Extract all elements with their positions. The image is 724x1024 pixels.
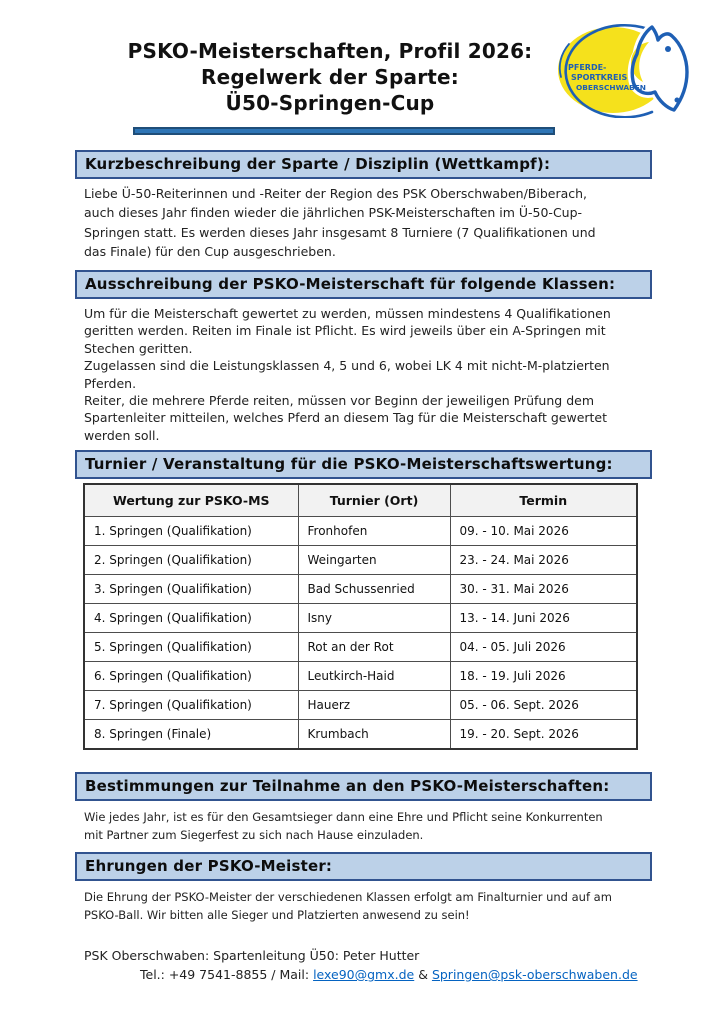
paragraph-line: PSKO-Ball. Wir bitten alle Sieger und Pl… xyxy=(84,908,470,922)
table-row: 7. Springen (Qualifikation) Hauerz 05. -… xyxy=(83,690,638,720)
footer-tel-mail-label: Tel.: +49 7541-8855 / Mail: xyxy=(140,967,314,982)
paragraph-line: werden soll. xyxy=(84,427,160,443)
paragraph-line: Um für die Meisterschaft gewertet zu wer… xyxy=(84,306,611,321)
paragraph-line: Reiter, die mehrere Pferde reiten, müsse… xyxy=(84,393,594,409)
table-cell: Weingarten xyxy=(297,545,451,575)
section-heading-text: Ausschreibung der PSKO-Meisterschaft für… xyxy=(85,275,616,293)
section-heading-kurzbeschreibung: Kurzbeschreibung der Sparte / Disziplin … xyxy=(75,150,652,179)
paragraph-ausschreibung: Um für die Meisterschaft gewertet zu wer… xyxy=(84,305,611,444)
table-cell: 04. - 05. Juli 2026 xyxy=(449,632,638,662)
table-cell: 1. Springen (Qualifikation) xyxy=(83,516,299,546)
table-cell: 5. Springen (Qualifikation) xyxy=(83,632,299,662)
table-cell: 6. Springen (Qualifikation) xyxy=(83,661,299,691)
section-heading-turniere: Turnier / Veranstaltung für die PSKO-Mei… xyxy=(75,450,652,479)
section-heading-bestimmungen: Bestimmungen zur Teilnahme an den PSKO-M… xyxy=(75,772,652,801)
table-cell: 13. - 14. Juni 2026 xyxy=(449,603,638,633)
table-row: 8. Springen (Finale) Krumbach 19. - 20. … xyxy=(83,719,638,750)
table-cell: 4. Springen (Qualifikation) xyxy=(83,603,299,633)
table-cell: Bad Schussenried xyxy=(297,574,451,604)
psko-horse-logo-icon: PFERDE- SPORTKREIS OBERSCHWABEN xyxy=(558,22,692,118)
email-link-springen[interactable]: Springen@psk-oberschwaben.de xyxy=(431,967,638,982)
table-cell: 09. - 10. Mai 2026 xyxy=(449,516,638,546)
col-header-turnier-ort: Turnier (Ort) xyxy=(297,483,451,517)
section-heading-text: Bestimmungen zur Teilnahme an den PSKO-M… xyxy=(85,777,610,795)
table-row: 3. Springen (Qualifikation) Bad Schussen… xyxy=(83,574,638,604)
col-header-termin: Termin xyxy=(449,483,638,517)
horse-mane xyxy=(631,42,649,82)
section-heading-text: Kurzbeschreibung der Sparte / Disziplin … xyxy=(85,155,551,173)
logo-outer-arc xyxy=(564,23,654,118)
section-heading-text: Turnier / Veranstaltung für die PSKO-Mei… xyxy=(85,455,613,473)
title-underline-rule xyxy=(133,127,555,135)
table-cell: Fronhofen xyxy=(297,516,451,546)
logo-text-line-1: PFERDE- xyxy=(568,63,606,72)
logo-text-line-3: OBERSCHWABEN xyxy=(576,83,646,92)
paragraph-line: Wie jedes Jahr, ist es für den Gesamtsie… xyxy=(84,810,603,824)
table-cell: 18. - 19. Juli 2026 xyxy=(449,661,638,691)
table-cell: 3. Springen (Qualifikation) xyxy=(83,574,299,604)
logo-inner-arc xyxy=(558,43,570,78)
title-line-3: Ü50-Springen-Cup xyxy=(225,91,435,115)
table-cell: Isny xyxy=(297,603,451,633)
footer-contact-line1: PSK Oberschwaben: Spartenleitung Ü50: Pe… xyxy=(84,948,420,963)
section-heading-text: Ehrungen der PSKO-Meister: xyxy=(85,857,333,875)
table-cell: 30. - 31. Mai 2026 xyxy=(449,574,638,604)
table-cell: 7. Springen (Qualifikation) xyxy=(83,690,299,720)
turnier-table: Wertung zur PSKO-MS Turnier (Ort) Termin… xyxy=(83,483,638,750)
paragraph-line: Stechen geritten. xyxy=(84,340,193,356)
title-line-2: Regelwerk der Sparte: xyxy=(201,65,459,89)
table-cell: 19. - 20. Sept. 2026 xyxy=(449,719,638,750)
table-header-row: Wertung zur PSKO-MS Turnier (Ort) Termin xyxy=(83,483,638,517)
table-row: 1. Springen (Qualifikation) Fronhofen 09… xyxy=(83,516,638,546)
paragraph-line: auch dieses Jahr finden wieder die jährl… xyxy=(84,205,583,221)
paragraph-line: Spartenleiter mitteilen, welches Pferd a… xyxy=(84,410,608,426)
paragraph-line: Zugelassen sind die Leistungsklassen 4, … xyxy=(84,358,610,374)
paragraph-bestimmungen: Wie jedes Jahr, ist es für den Gesamtsie… xyxy=(84,808,603,844)
table-cell: Rot an der Rot xyxy=(297,632,451,662)
horse-eye xyxy=(665,46,671,52)
table-row: 5. Springen (Qualifikation) Rot an der R… xyxy=(83,632,638,662)
table-row: 6. Springen (Qualifikation) Leutkirch-Ha… xyxy=(83,661,638,691)
table-cell: Hauerz xyxy=(297,690,451,720)
table-cell: 8. Springen (Finale) xyxy=(83,719,299,750)
section-heading-ausschreibung: Ausschreibung der PSKO-Meisterschaft für… xyxy=(75,270,652,299)
logo-text-line-2: SPORTKREIS xyxy=(571,73,627,82)
footer-link-separator: & xyxy=(414,967,432,982)
horse-head-outline xyxy=(630,25,689,112)
paragraph-line: geritten werden. Reiten im Finale ist Pf… xyxy=(84,323,606,339)
table-row: 4. Springen (Qualifikation) Isny 13. - 1… xyxy=(83,603,638,633)
col-header-wertung: Wertung zur PSKO-MS xyxy=(83,483,299,517)
paragraph-line: Pferden. xyxy=(84,375,137,391)
paragraph-line: mit Partner zum Siegerfest zu sich nach … xyxy=(84,828,424,842)
table-cell: 2. Springen (Qualifikation) xyxy=(83,545,299,575)
horse-nostril xyxy=(674,97,680,103)
page-title: PSKO-Meisterschaften, Profil 2026: Regel… xyxy=(95,38,565,116)
table-row: 2. Springen (Qualifikation) Weingarten 2… xyxy=(83,545,638,575)
table-cell: 23. - 24. Mai 2026 xyxy=(449,545,638,575)
table-cell: Leutkirch-Haid xyxy=(297,661,451,691)
paragraph-line: Springen statt. Es werden dieses Jahr in… xyxy=(84,224,596,240)
table-cell: Krumbach xyxy=(297,719,451,750)
section-heading-ehrungen: Ehrungen der PSKO-Meister: xyxy=(75,852,652,881)
footer-contact-line2: Tel.: +49 7541-8855 / Mail: lexe90@gmx.d… xyxy=(140,967,638,982)
email-link-lexe90[interactable]: lexe90@gmx.de xyxy=(313,967,415,982)
paragraph-kurzbeschreibung: Liebe Ü-50-Reiterinnen und -Reiter der R… xyxy=(84,184,596,261)
paragraph-line: das Finale) für den Cup ausgeschrieben. xyxy=(84,243,336,259)
paragraph-line: Liebe Ü-50-Reiterinnen und -Reiter der R… xyxy=(84,186,588,201)
title-line-1: PSKO-Meisterschaften, Profil 2026: xyxy=(127,39,533,63)
table-cell: 05. - 06. Sept. 2026 xyxy=(449,690,638,720)
paragraph-line: Die Ehrung der PSKO-Meister der verschie… xyxy=(84,890,612,904)
paragraph-ehrungen: Die Ehrung der PSKO-Meister der verschie… xyxy=(84,888,612,924)
